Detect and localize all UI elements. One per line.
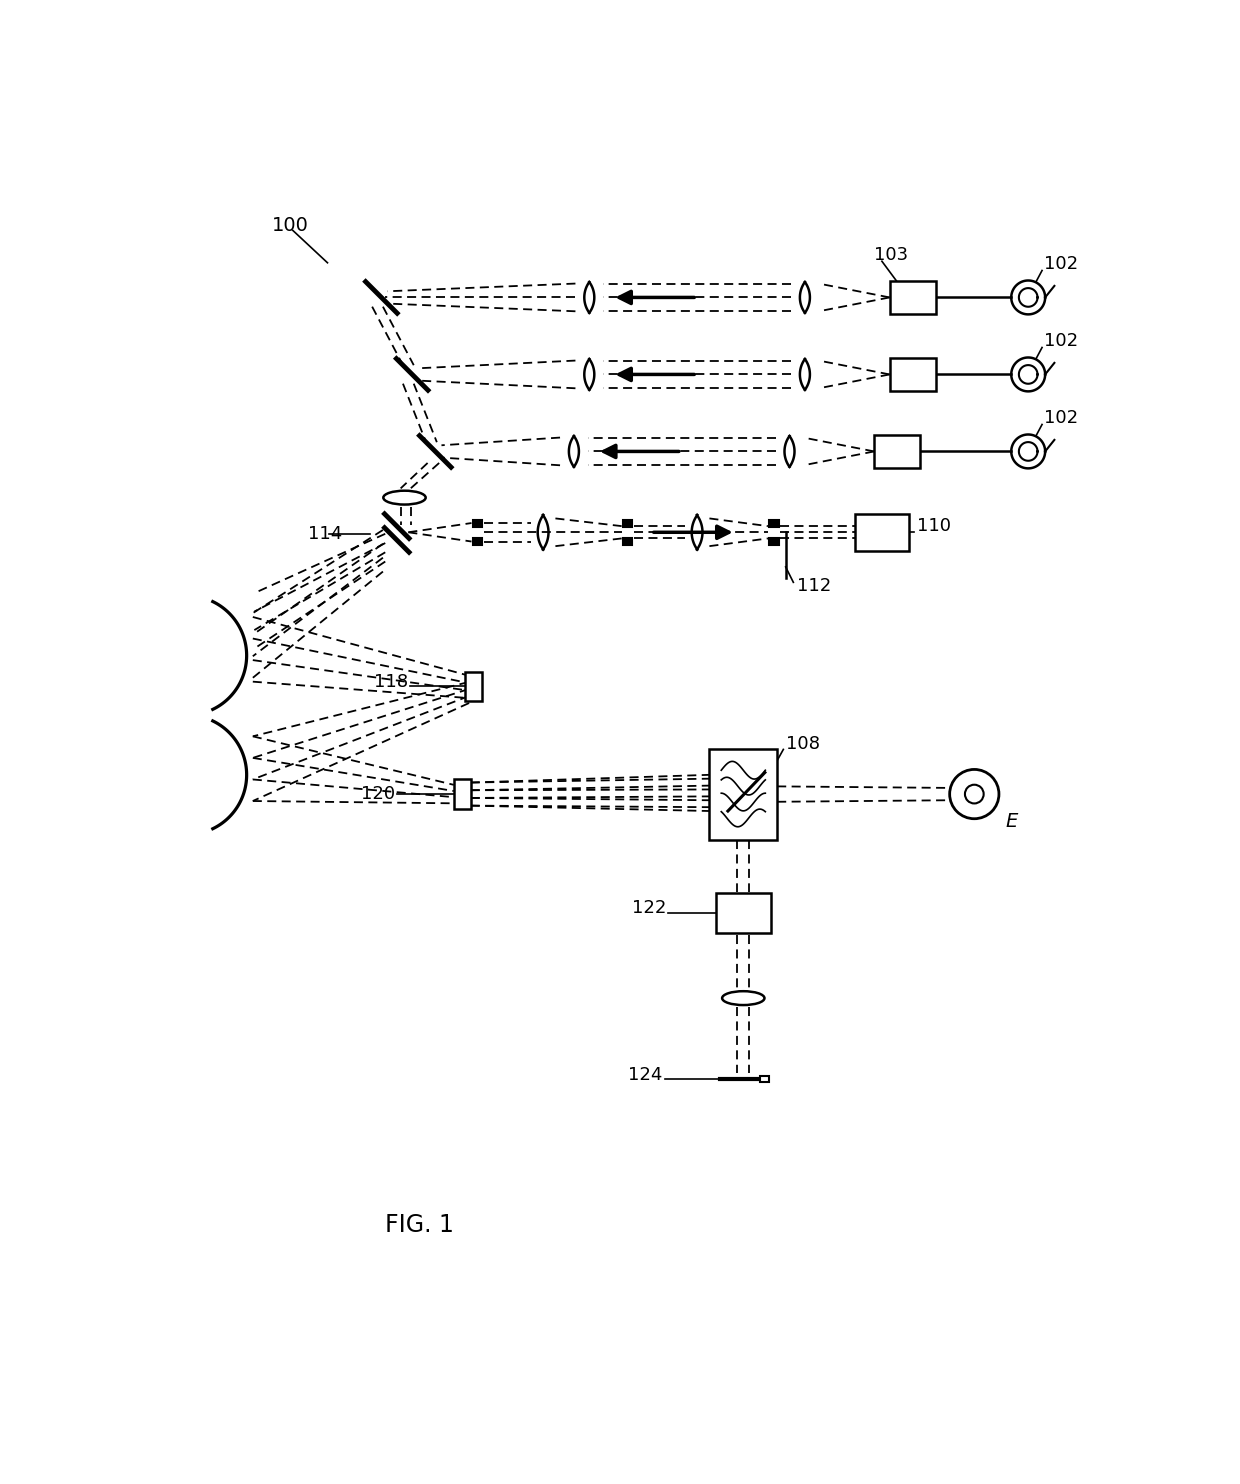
Bar	[624, 537, 632, 545]
Bar	[770, 537, 779, 545]
Text: 103: 103	[874, 246, 909, 264]
Text: 108: 108	[786, 735, 820, 752]
Bar	[874, 435, 920, 467]
Bar	[624, 519, 632, 527]
Bar	[889, 282, 936, 313]
Text: 124: 124	[629, 1066, 662, 1085]
Bar	[854, 513, 909, 551]
Text: 102: 102	[1044, 255, 1078, 273]
Text: FIG. 1: FIG. 1	[386, 1214, 454, 1238]
Text: 102: 102	[1044, 410, 1078, 427]
Text: 118: 118	[374, 674, 408, 692]
Text: E: E	[1006, 812, 1018, 831]
Bar	[465, 672, 482, 700]
Bar	[715, 893, 771, 933]
Bar	[472, 519, 482, 527]
Bar	[454, 779, 471, 809]
Bar	[760, 1076, 770, 1082]
Circle shape	[965, 785, 983, 803]
Text: 110: 110	[916, 516, 951, 536]
Text: 102: 102	[1044, 332, 1078, 350]
Bar	[770, 519, 779, 527]
Text: 120: 120	[361, 785, 396, 803]
Ellipse shape	[383, 491, 425, 505]
Bar	[472, 537, 482, 545]
Text: 122: 122	[632, 899, 666, 917]
Text: 112: 112	[797, 577, 832, 595]
Ellipse shape	[722, 991, 765, 1005]
Circle shape	[950, 769, 999, 819]
Text: 100: 100	[272, 217, 309, 236]
Text: 114: 114	[309, 525, 342, 543]
Bar	[889, 358, 936, 390]
Bar	[709, 748, 777, 840]
